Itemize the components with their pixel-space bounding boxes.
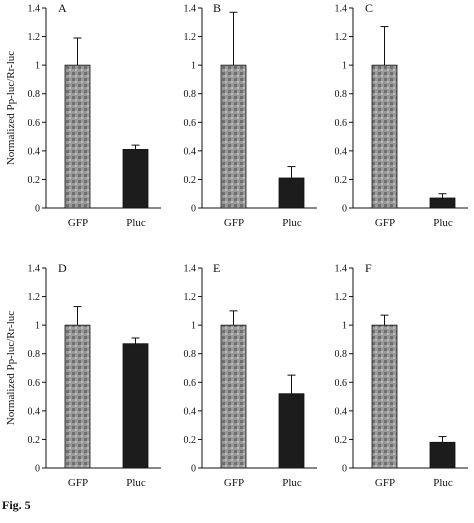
y-tick-label: 1.4 [28,264,41,275]
y-tick-label: 1.2 [335,32,348,43]
x-category-label: GFP [224,477,244,489]
x-category-label: GFP [68,477,88,489]
panel-letter: D [58,261,67,275]
y-tick-label: 1 [191,321,196,332]
y-tick-label: 1 [35,321,40,332]
y-tick-label: 0.2 [184,435,197,446]
y-tick-label: 0.4 [28,146,41,157]
y-tick-label: 1 [342,321,347,332]
bar-gfp [371,64,398,209]
bar-gfp [64,324,91,469]
bar-gfp [220,64,247,209]
bar-pluc [278,177,305,209]
panel-letter: B [213,1,221,15]
panel-a: 0 0.2 0.4 0.6 0.8 1 1.2 1.4 A GFP Pluc Normalized P… [5,1,161,229]
y-tick-label: 0.2 [335,175,348,186]
y-tick-label: 1.4 [335,4,348,15]
panel-f: 0 0.2 0.4 0.6 0.8 1 1.2 1.4 F GFP Pluc [335,261,468,489]
y-tick-label: 0 [35,464,40,475]
x-category-label: GFP [375,217,395,229]
bar-gfp [64,64,91,209]
y-tick-label: 0.6 [184,378,197,389]
y-tick-label: 1 [191,61,196,72]
y-tick-label: 0 [191,464,196,475]
y-tick-label: 0.8 [184,349,197,360]
bar-pluc [122,343,149,469]
y-tick-label: 1.4 [335,264,348,275]
y-tick-label: 0.4 [335,146,348,157]
y-tick-label: 1.2 [335,292,348,303]
y-tick-label: 1.4 [184,4,197,15]
x-category-label: Pluc [433,217,453,229]
y-tick-label: 0.8 [335,349,348,360]
y-tick-label: 0.2 [28,175,41,186]
x-category-label: Pluc [126,217,146,229]
y-tick-label: 0.8 [335,89,348,100]
y-tick-label: 1.4 [184,264,197,275]
y-tick-label: 1.2 [184,32,197,43]
y-axis-label: Normalized Pp-luc/Rr-luc [5,51,17,165]
panel-letter: F [365,261,372,275]
figure-caption: Fig. 5 [2,498,31,512]
y-tick-label: 0.8 [184,89,197,100]
x-category-label: GFP [68,217,88,229]
y-tick-label: 0.6 [28,378,41,389]
panel-e: 0 0.2 0.4 0.6 0.8 1 1.2 1.4 E GFP Pluc [184,261,317,489]
x-category-label: Pluc [126,477,146,489]
y-tick-label: 0.2 [184,175,197,186]
y-tick-label: 0.8 [28,349,41,360]
bar-gfp [220,324,247,469]
panel-c: 0 0.2 0.4 0.6 0.8 1 1.2 1.4 C GFP Pluc [335,1,468,229]
y-tick-label: 0.6 [28,118,41,129]
y-tick-label: 1.2 [184,292,197,303]
bar-pluc [429,197,456,209]
y-tick-label: 0 [342,464,347,475]
y-tick-label: 1.2 [28,292,41,303]
y-tick-label: 0 [342,204,347,215]
y-tick-label: 0.2 [335,435,348,446]
y-tick-label: 0 [191,204,196,215]
panel-letter: E [213,261,220,275]
x-category-label: Pluc [433,477,453,489]
y-tick-label: 0 [35,204,40,215]
panel-b: 0 0.2 0.4 0.6 0.8 1 1.2 1.4 B GFP Pluc [184,1,317,229]
bar-pluc [122,149,149,209]
x-category-label: Pluc [282,217,302,229]
y-tick-label: 0.2 [28,435,41,446]
panel-d: 0 0.2 0.4 0.6 0.8 1 1.2 1.4 D GFP Pluc Normalized P… [5,261,161,489]
y-tick-label: 1 [342,61,347,72]
y-tick-label: 1.2 [28,32,41,43]
y-tick-label: 0.6 [335,118,348,129]
x-category-label: GFP [375,477,395,489]
y-tick-label: 0.6 [184,118,197,129]
y-tick-label: 0.4 [335,406,348,417]
y-axis-label: Normalized Pp-luc/Rr-luc [5,311,17,425]
panel-letter: C [365,1,373,15]
y-tick-label: 0.4 [184,146,197,157]
bar-gfp [371,324,398,469]
y-tick-label: 0.8 [28,89,41,100]
y-tick-label: 0.4 [184,406,197,417]
y-tick-label: 1 [35,61,40,72]
x-category-label: GFP [224,217,244,229]
y-tick-label: 1.4 [28,4,41,15]
x-category-label: Pluc [282,477,302,489]
bar-pluc [278,393,305,469]
panel-letter: A [58,1,67,15]
bar-pluc [429,441,456,469]
y-tick-label: 0.6 [335,378,348,389]
y-tick-label: 0.4 [28,406,41,417]
